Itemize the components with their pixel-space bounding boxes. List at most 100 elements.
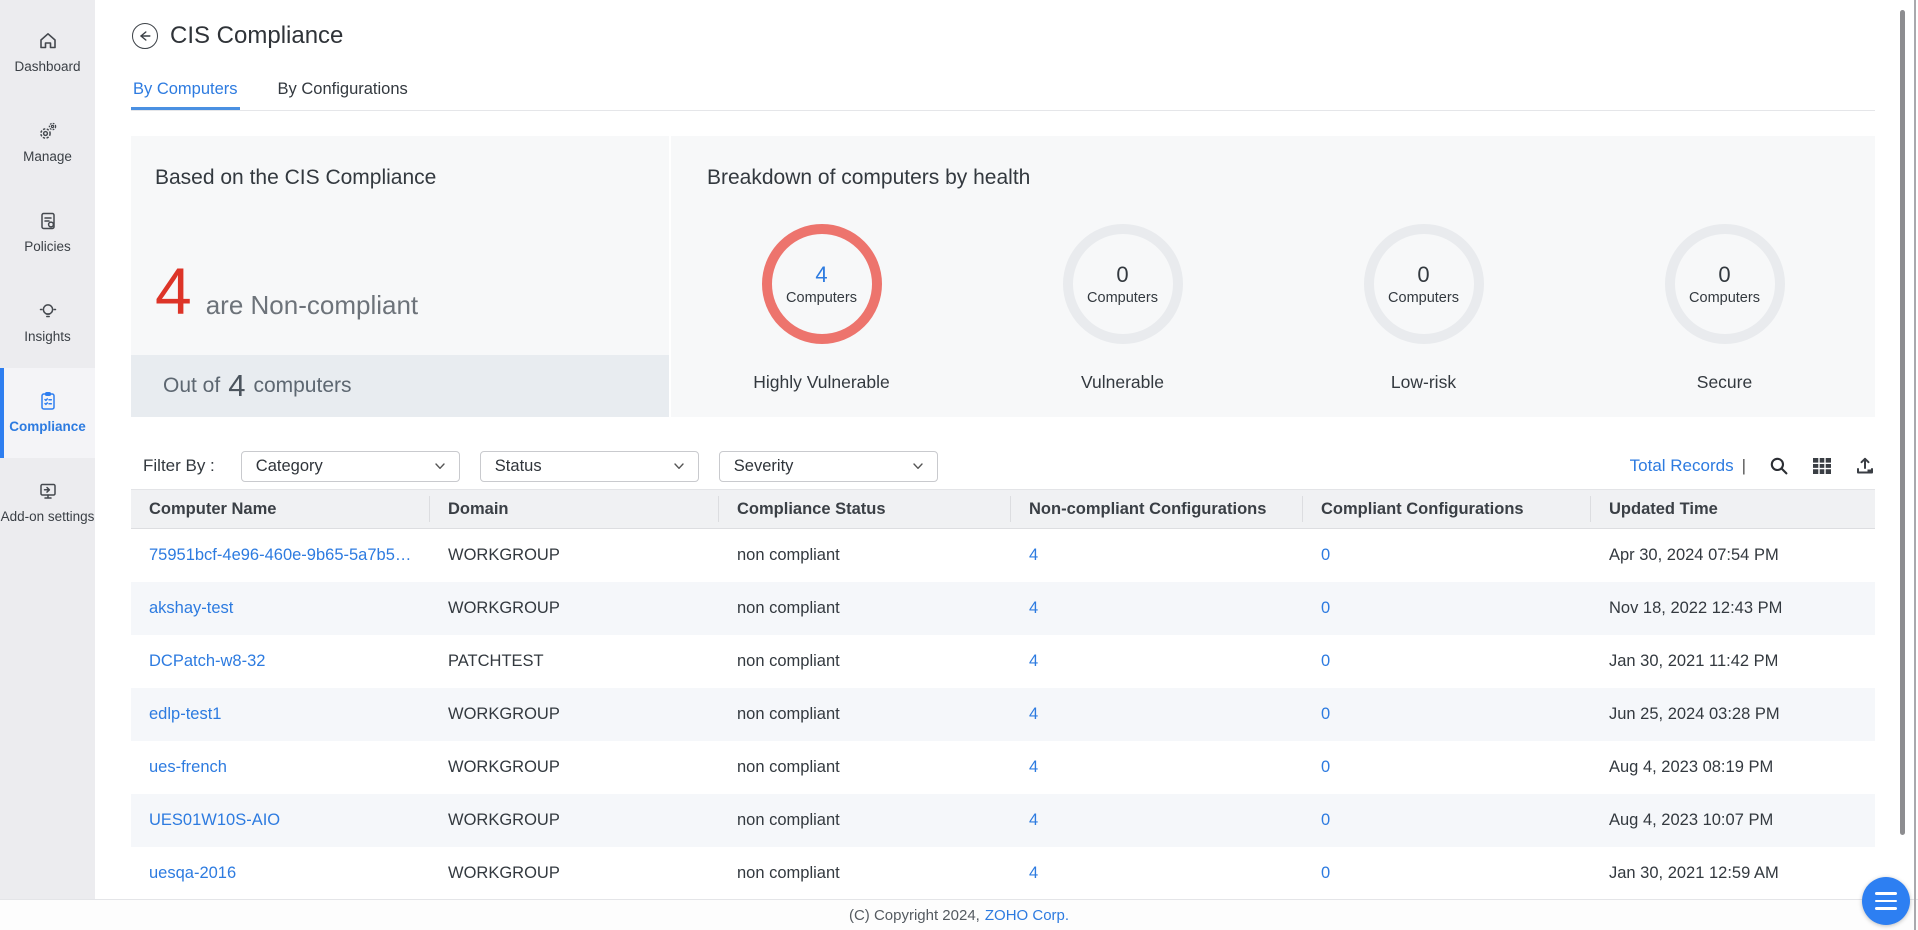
page-title: CIS Compliance xyxy=(170,22,344,49)
gears-icon xyxy=(37,120,59,142)
summary-panels: Based on the CIS Compliance 4 are Non-co… xyxy=(131,136,1875,417)
non-compliant-count: 4 xyxy=(155,254,192,328)
health-circle-vulnerable[interactable]: 0 Computers Vulnerable xyxy=(972,224,1273,393)
health-count: 4 xyxy=(815,262,828,287)
compliant-count-link[interactable]: 0 xyxy=(1321,864,1331,882)
non-compliant-count-link[interactable]: 4 xyxy=(1029,705,1039,723)
filter-row: Filter By : Category Status Severity xyxy=(143,450,938,482)
total-computers-strip: Out of 4 computers xyxy=(131,355,669,417)
health-unit: Computers xyxy=(1087,290,1158,306)
total-records-link[interactable]: Total Records xyxy=(1629,455,1734,475)
non-compliant-count-link[interactable]: 4 xyxy=(1029,652,1039,670)
column-header-updated-time: Updated Time xyxy=(1609,500,1718,518)
export-icon[interactable] xyxy=(1854,455,1875,476)
health-label: Vulnerable xyxy=(1080,372,1165,392)
table-row: ues-french WORKGROUP non compliant 4 0 A… xyxy=(131,741,1875,794)
computer-name-link[interactable]: uesqa-2016 xyxy=(149,864,237,882)
window-edge xyxy=(1914,0,1916,930)
sidebar-item-label: Manage xyxy=(23,149,72,165)
column-header-domain: Domain xyxy=(430,496,719,522)
non-compliant-count-link[interactable]: 4 xyxy=(1029,599,1039,617)
sidebar-item-manage[interactable]: Manage xyxy=(0,98,95,188)
updated-time-cell: Aug 4, 2023 10:07 PM xyxy=(1609,811,1774,829)
health-unit: Computers xyxy=(1388,290,1459,306)
computer-name-link[interactable]: 75951bcf-4e96-460e-9b65-5a7b5… xyxy=(149,546,412,564)
compliance-status-cell: non compliant xyxy=(737,758,840,776)
total-computers-count: 4 xyxy=(228,368,246,403)
updated-time-cell: Jun 25, 2024 03:28 PM xyxy=(1609,705,1780,723)
sidebar-item-compliance[interactable]: Compliance xyxy=(0,368,95,458)
compliant-count-link[interactable]: 0 xyxy=(1321,652,1331,670)
health-label: Secure xyxy=(1696,372,1753,392)
sidebar-item-dashboard[interactable]: Dashboard xyxy=(0,8,95,98)
health-circle-highly-vulnerable[interactable]: 4 Computers Highly Vulnerable xyxy=(671,224,972,393)
copyright-text: (C) Copyright 2024, xyxy=(848,906,980,924)
sidebar-item-insights[interactable]: Insights xyxy=(0,278,95,368)
compliant-count-link[interactable]: 0 xyxy=(1321,811,1331,829)
back-button[interactable] xyxy=(132,23,158,49)
sidebar-item-policies[interactable]: Policies xyxy=(0,188,95,278)
monitor-arrow-icon xyxy=(37,480,59,502)
health-circle-secure[interactable]: 0 Computers Secure xyxy=(1574,224,1875,393)
non-compliant-count-link[interactable]: 4 xyxy=(1029,758,1039,776)
health-circles: 4 Computers Highly Vulnerable 0 Computer… xyxy=(671,224,1875,393)
table-header: Computer Name Domain Compliance Status N… xyxy=(131,489,1875,529)
floating-menu-button[interactable] xyxy=(1862,877,1910,925)
computer-name-link[interactable]: akshay-test xyxy=(149,599,234,617)
non-compliant-count-link[interactable]: 4 xyxy=(1029,546,1039,564)
computer-name-link[interactable]: DCPatch-w8-32 xyxy=(149,652,266,670)
domain-cell: WORKGROUP xyxy=(448,546,560,564)
footer: (C) Copyright 2024, ZOHO Corp. xyxy=(0,899,1918,930)
compliance-status-cell: non compliant xyxy=(737,811,840,829)
health-count: 0 xyxy=(1417,262,1430,287)
sidebar-item-label: Add-on settings xyxy=(0,509,95,525)
clipboard-checklist-icon xyxy=(37,390,59,412)
strip-prefix: Out of xyxy=(163,374,221,397)
computer-name-link[interactable]: UES01W10S-AIO xyxy=(149,811,281,829)
compliant-count-link[interactable]: 0 xyxy=(1321,599,1331,617)
domain-cell: WORKGROUP xyxy=(448,758,560,776)
computer-name-link[interactable]: edlp-test1 xyxy=(149,705,222,723)
tab-by-computers[interactable]: By Computers xyxy=(131,74,240,110)
table-row: edlp-test1 WORKGROUP non compliant 4 0 J… xyxy=(131,688,1875,741)
compliance-table: Computer Name Domain Compliance Status N… xyxy=(131,489,1875,900)
health-ring: 4 Computers xyxy=(761,224,882,344)
column-header-compliant-configurations: Compliant Configurations xyxy=(1303,496,1591,522)
health-count: 0 xyxy=(1718,262,1731,287)
table-row: UES01W10S-AIO WORKGROUP non compliant 4 … xyxy=(131,794,1875,847)
filter-dropdown-severity[interactable]: Severity xyxy=(718,450,938,482)
tab-by-configurations[interactable]: By Configurations xyxy=(277,80,408,98)
compliant-count-link[interactable]: 0 xyxy=(1321,705,1331,723)
health-unit: Computers xyxy=(786,290,857,306)
filter-dropdown-status[interactable]: Status xyxy=(479,450,699,482)
table-row: akshay-test WORKGROUP non compliant 4 0 … xyxy=(131,582,1875,635)
compliant-count-link[interactable]: 0 xyxy=(1321,758,1331,776)
computer-name-link[interactable]: ues-french xyxy=(149,758,227,776)
non-compliant-count-link[interactable]: 4 xyxy=(1029,811,1039,829)
updated-time-cell: Jan 30, 2021 11:42 PM xyxy=(1609,652,1779,670)
dropdown-value: Status xyxy=(494,456,542,475)
non-compliant-count-link[interactable]: 4 xyxy=(1029,864,1039,882)
table-toolbar: Total Records | xyxy=(1630,455,1875,476)
filter-dropdown-category[interactable]: Category xyxy=(240,450,460,482)
health-circle-low-risk[interactable]: 0 Computers Low-risk xyxy=(1273,224,1574,393)
dropdown-value: Severity xyxy=(733,456,794,475)
vertical-scrollbar[interactable] xyxy=(1900,10,1905,835)
table-grid-icon[interactable] xyxy=(1811,455,1832,476)
compliance-status-cell: non compliant xyxy=(737,864,840,882)
domain-cell: WORKGROUP xyxy=(448,705,560,723)
sidebar-item-add-on-settings[interactable]: Add-on settings xyxy=(0,458,95,548)
strip-suffix: computers xyxy=(253,374,352,397)
sidebar-item-label: Compliance xyxy=(9,419,86,435)
lightbulb-icon xyxy=(37,300,59,322)
zoho-corp-link[interactable]: ZOHO Corp. xyxy=(984,906,1070,924)
sidebar-item-label: Policies xyxy=(24,239,71,255)
table-row: 75951bcf-4e96-460e-9b65-5a7b5… WORKGROUP… xyxy=(131,529,1875,582)
column-header-non-compliant-configurations: Non-compliant Configurations xyxy=(1011,496,1303,522)
compliant-count-link[interactable]: 0 xyxy=(1321,546,1331,564)
search-icon[interactable] xyxy=(1768,455,1789,476)
compliance-summary-panel: Based on the CIS Compliance 4 are Non-co… xyxy=(131,136,671,417)
table-row: DCPatch-w8-32 PATCHTEST non compliant 4 … xyxy=(131,635,1875,688)
health-breakdown-panel: Breakdown of computers by health 4 Compu… xyxy=(671,136,1875,417)
health-ring: 0 Computers xyxy=(1363,224,1484,344)
